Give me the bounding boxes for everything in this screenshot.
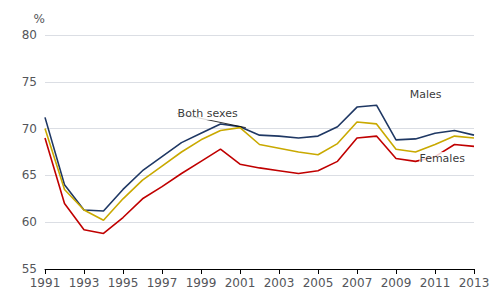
svg-text:2001: 2001 bbox=[225, 276, 256, 290]
svg-text:2005: 2005 bbox=[303, 276, 334, 290]
svg-text:%: % bbox=[34, 12, 45, 26]
svg-text:65: 65 bbox=[22, 168, 37, 182]
svg-text:80: 80 bbox=[22, 28, 37, 42]
svg-text:Males: Males bbox=[410, 88, 442, 101]
svg-text:75: 75 bbox=[22, 75, 37, 89]
svg-text:Females: Females bbox=[419, 152, 465, 165]
svg-text:1991: 1991 bbox=[30, 276, 61, 290]
svg-text:2013: 2013 bbox=[459, 276, 490, 290]
svg-text:2007: 2007 bbox=[342, 276, 373, 290]
svg-text:1993: 1993 bbox=[69, 276, 100, 290]
svg-text:2003: 2003 bbox=[264, 276, 295, 290]
svg-text:70: 70 bbox=[22, 122, 37, 136]
svg-text:60: 60 bbox=[22, 215, 37, 229]
svg-text:55: 55 bbox=[22, 262, 37, 276]
svg-text:1999: 1999 bbox=[186, 276, 217, 290]
svg-text:Both sexes: Both sexes bbox=[178, 107, 238, 120]
svg-text:2011: 2011 bbox=[420, 276, 451, 290]
svg-text:1995: 1995 bbox=[108, 276, 139, 290]
svg-text:1997: 1997 bbox=[147, 276, 178, 290]
svg-text:2009: 2009 bbox=[381, 276, 412, 290]
